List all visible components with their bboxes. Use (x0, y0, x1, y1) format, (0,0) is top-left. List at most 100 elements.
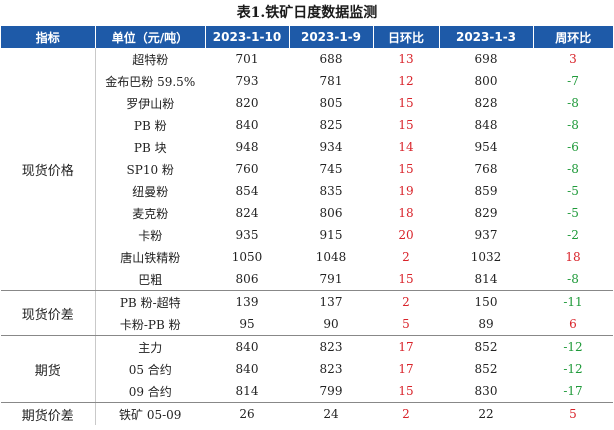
header-unit: 单位（元/吨） (94, 26, 205, 48)
day-change-cell: 17 (398, 362, 414, 376)
value-cell-date-2: 823 (319, 340, 343, 354)
category-cell: 现货价差 (1, 290, 96, 336)
table-caption: 表1.铁矿日度数据监测 (236, 5, 378, 21)
item-name-cell: PB 粉 (133, 118, 167, 133)
table-row: 罗伊山粉 820 805 15 828 -8 (1, 92, 613, 114)
item-name-cell: 罗伊山粉 (126, 96, 175, 111)
value-cell-date-3: 814 (439, 268, 533, 291)
value-cell-date-2: 745 (319, 162, 343, 176)
category-cell: 期货 (1, 335, 96, 403)
table-row: 唐山铁精粉 1050 1048 2 1032 18 (1, 246, 613, 268)
week-change-cell: -8 (533, 268, 613, 291)
day-change-cell: 2 (402, 295, 410, 309)
day-change-cell: 2 (402, 407, 410, 421)
table-row: SP10 粉 760 745 15 768 -8 (1, 158, 613, 180)
week-change-cell: -8 (567, 118, 579, 132)
week-change-cell: -6 (567, 140, 579, 154)
day-change-cell: 15 (398, 162, 414, 176)
value-cell-date-3: 859 (474, 184, 498, 198)
day-change-cell: 19 (398, 184, 414, 198)
value-cell-date-3: 852 (474, 340, 498, 354)
week-change-cell: 5 (569, 407, 577, 421)
value-cell-date-1: 840 (235, 340, 259, 354)
week-change-cell: 6 (533, 313, 613, 336)
item-name-cell: SP10 粉 (126, 162, 174, 177)
value-cell-date-1: 760 (235, 162, 259, 176)
value-cell-date-2: 781 (319, 74, 343, 88)
header-date-2: 2023-1-9 (288, 26, 373, 48)
week-change-cell: -12 (563, 340, 583, 354)
value-cell-date-3: 150 (474, 295, 498, 309)
week-change-cell: -8 (567, 96, 579, 110)
week-change-cell: 3 (569, 52, 577, 66)
day-change-cell: 15 (373, 268, 439, 291)
header-day-change: 日环比 (372, 26, 439, 48)
table-row: 期货价差 铁矿 05-09 26 24 2 22 5 (1, 402, 613, 425)
value-cell-date-2: 688 (319, 52, 343, 66)
item-name-cell: 卡粉 (138, 228, 163, 243)
header-indicator: 指标 (1, 26, 95, 48)
item-name-cell: 麦克粉 (132, 206, 169, 221)
table-row: 纽曼粉 854 835 19 859 -5 (1, 180, 613, 202)
table-row: 现货价格 超特粉 701 688 13 698 3 (1, 48, 613, 291)
day-change-cell: 15 (398, 96, 414, 110)
value-cell-date-1: 854 (235, 184, 259, 198)
item-name-cell: PB 块 (133, 140, 167, 155)
table-row: 卡粉 935 915 20 937 -2 (1, 224, 613, 246)
week-change-cell: -11 (563, 295, 583, 309)
value-cell-date-3: 829 (474, 206, 498, 220)
value-cell-date-3: 1032 (470, 250, 502, 264)
value-cell-date-3: 954 (474, 140, 498, 154)
day-change-cell: 13 (398, 52, 414, 66)
value-cell-date-3: 852 (474, 362, 498, 376)
value-cell-date-1: 840 (235, 118, 259, 132)
item-name-cell: 金布巴粉 59.5% (105, 74, 196, 89)
value-cell-date-1: 840 (235, 362, 259, 376)
value-cell-date-2: 24 (323, 407, 339, 421)
value-cell-date-1: 814 (205, 380, 289, 403)
value-cell-date-1: 701 (235, 52, 259, 66)
value-cell-date-1: 793 (235, 74, 259, 88)
value-cell-date-2: 90 (289, 313, 373, 336)
week-change-cell: -8 (567, 162, 579, 176)
table-row: 卡粉-PB 粉 95 90 5 89 6 (1, 313, 613, 336)
value-cell-date-1: 935 (235, 228, 259, 242)
item-name-cell: 主力 (138, 340, 163, 355)
week-change-cell: -2 (567, 228, 579, 242)
item-name-cell: 超特粉 (132, 52, 169, 67)
value-cell-date-1: 806 (205, 268, 289, 291)
iron-ore-daily-table: 指标 单位（元/吨） 2023-1-10 2023-1-9 日环比 2023-1… (1, 26, 613, 425)
value-cell-date-3: 800 (474, 74, 498, 88)
category-cell: 现货价格 (1, 48, 96, 291)
table-body: 现货价格 超特粉 701 688 13 698 3 金布巴粉 59.5% 793 781 12 800… (1, 48, 613, 425)
item-name-cell: 卡粉-PB 粉 (95, 313, 205, 336)
category-cell: 期货价差 (1, 402, 96, 425)
value-cell-date-3: 89 (439, 313, 533, 336)
value-cell-date-1: 95 (205, 313, 289, 336)
value-cell-date-2: 934 (319, 140, 343, 154)
table-row: 现货价差 PB 粉-超特 139 137 2 150 -11 (1, 290, 613, 336)
value-cell-date-1: 26 (239, 407, 255, 421)
value-cell-date-3: 768 (474, 162, 498, 176)
header-week-change: 周环比 (532, 26, 613, 48)
item-name-cell: 唐山铁精粉 (120, 250, 181, 265)
item-name-cell: 巴粗 (95, 268, 205, 291)
value-cell-date-2: 825 (319, 118, 343, 132)
value-cell-date-3: 828 (474, 96, 498, 110)
week-change-cell: -12 (563, 362, 583, 376)
value-cell-date-2: 806 (319, 206, 343, 220)
value-cell-date-3: 698 (474, 52, 498, 66)
item-name-cell: 铁矿 05-09 (119, 407, 182, 422)
value-cell-date-1: 1050 (231, 250, 263, 264)
week-change-cell: -17 (533, 380, 613, 403)
table-row: 金布巴粉 59.5% 793 781 12 800 -7 (1, 70, 613, 92)
table-row: 期货 主力 840 823 17 852 -12 (1, 335, 613, 403)
value-cell-date-1: 139 (235, 295, 259, 309)
week-change-cell: -5 (567, 184, 579, 198)
value-cell-date-2: 835 (319, 184, 343, 198)
table-row: 05 合约 840 823 17 852 -12 (1, 358, 613, 380)
week-change-cell: -7 (567, 74, 579, 88)
value-cell-date-2: 1048 (315, 250, 347, 264)
value-cell-date-2: 137 (319, 295, 343, 309)
item-name-cell: PB 粉-超特 (119, 295, 181, 310)
